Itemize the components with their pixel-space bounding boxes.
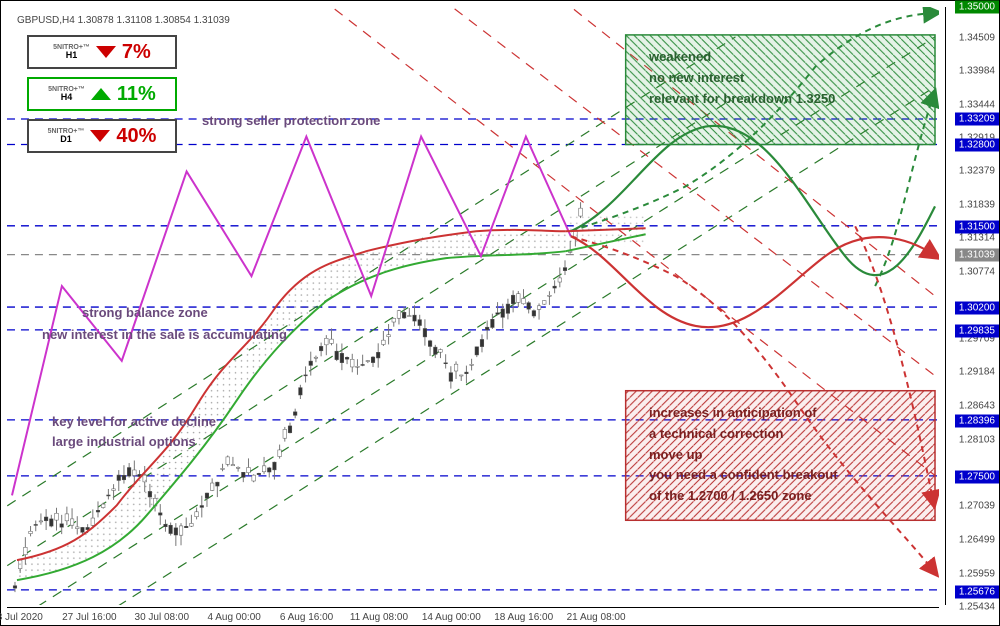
- annotation-balance-zone: strong balance zone: [82, 303, 208, 323]
- indicator-tf-label: 5NITRO+™H1: [53, 44, 90, 60]
- x-tick: 30 Jul 08:00: [135, 612, 190, 623]
- y-tick: 1.26499: [959, 535, 995, 546]
- forecast-line: relevant for breakdown 1.3250: [649, 89, 920, 110]
- price-tag: 1.29835: [955, 324, 999, 337]
- y-tick: 1.30774: [959, 267, 995, 278]
- price-tag: 1.27500: [955, 471, 999, 484]
- y-tick: 1.31314: [959, 233, 995, 244]
- y-tick: 1.25434: [959, 602, 995, 613]
- price-tag: 1.35000: [955, 1, 999, 14]
- price-tag: 1.31039: [955, 249, 999, 262]
- arrow-down-icon: [96, 46, 116, 58]
- x-tick: 6 Aug 16:00: [280, 612, 333, 623]
- price-tag: 1.33209: [955, 113, 999, 126]
- instrument-label: GBPUSD,H4: [17, 15, 75, 26]
- indicator-pct: 11%: [117, 83, 156, 106]
- forecast-line: no new interest: [649, 68, 920, 89]
- chart-area[interactable]: GBPUSD,H4 1.30878 1.31108 1.30854 1.3103…: [7, 7, 939, 605]
- y-tick: 1.28643: [959, 400, 995, 411]
- y-tick: 1.25959: [959, 569, 995, 580]
- x-tick: 21 Aug 08:00: [567, 612, 626, 623]
- x-tick: 18 Aug 16:00: [494, 612, 553, 623]
- y-tick: 1.32379: [959, 166, 995, 177]
- indicator-tf-label: 5NITRO+™D1: [48, 128, 85, 144]
- price-tag: 1.31500: [955, 220, 999, 233]
- chart-title: GBPUSD,H4 1.30878 1.31108 1.30854 1.3103…: [17, 15, 230, 26]
- indicator-pct: 7%: [122, 41, 151, 64]
- forecast-line: weakened: [649, 47, 920, 68]
- y-tick: 1.28103: [959, 434, 995, 445]
- x-tick: 23 Jul 2020: [0, 612, 43, 623]
- annotation-seller-zone: strong seller protection zone: [202, 111, 380, 131]
- forecast-line: move up: [649, 445, 920, 466]
- forecast-line: increases in anticipation of: [649, 403, 920, 424]
- x-tick: 14 Aug 00:00: [422, 612, 481, 623]
- indicator-d1: 5NITRO+™D1 40%: [27, 119, 177, 153]
- price-tag: 1.32800: [955, 138, 999, 151]
- x-tick: 4 Aug 00:00: [207, 612, 260, 623]
- x-axis: 23 Jul 202027 Jul 16:0030 Jul 08:004 Aug…: [7, 607, 939, 625]
- arrow-up-icon: [91, 88, 111, 100]
- annotation-key-level: key level for active decline large indus…: [52, 412, 216, 451]
- indicator-h1: 5NITRO+™H1 7%: [27, 35, 177, 69]
- forecast-red-text: increases in anticipation of a technical…: [637, 395, 932, 515]
- indicator-pct: 40%: [116, 125, 156, 148]
- arrow-down-icon: [90, 130, 110, 142]
- ohlc-label: 1.30878 1.31108 1.30854 1.31039: [78, 15, 230, 26]
- price-tag: 1.30200: [955, 302, 999, 315]
- x-tick: 27 Jul 16:00: [62, 612, 117, 623]
- forecast-line: you need a confident breakout: [649, 465, 920, 486]
- y-axis: 1.254341.256761.259591.264991.270391.275…: [945, 7, 999, 605]
- price-tag: 1.28396: [955, 415, 999, 428]
- forecast-line: a technical correction: [649, 424, 920, 445]
- y-tick: 1.34509: [959, 32, 995, 43]
- x-tick: 11 Aug 08:00: [350, 612, 408, 623]
- forecast-line: of the 1.2700 / 1.2650 zone: [649, 486, 920, 507]
- forecast-green-text: weakened no new interest relevant for br…: [637, 39, 932, 117]
- indicator-h4: 5NITRO+™H4 11%: [27, 77, 177, 111]
- y-tick: 1.27039: [959, 501, 995, 512]
- indicator-tf-label: 5NITRO+™H4: [48, 86, 85, 102]
- annotation-new-interest: new interest in the sale is accumulating: [42, 325, 287, 345]
- price-tag: 1.25676: [955, 585, 999, 598]
- y-tick: 1.31839: [959, 200, 995, 211]
- y-tick: 1.33444: [959, 99, 995, 110]
- y-tick: 1.29184: [959, 366, 995, 377]
- y-tick: 1.33984: [959, 65, 995, 76]
